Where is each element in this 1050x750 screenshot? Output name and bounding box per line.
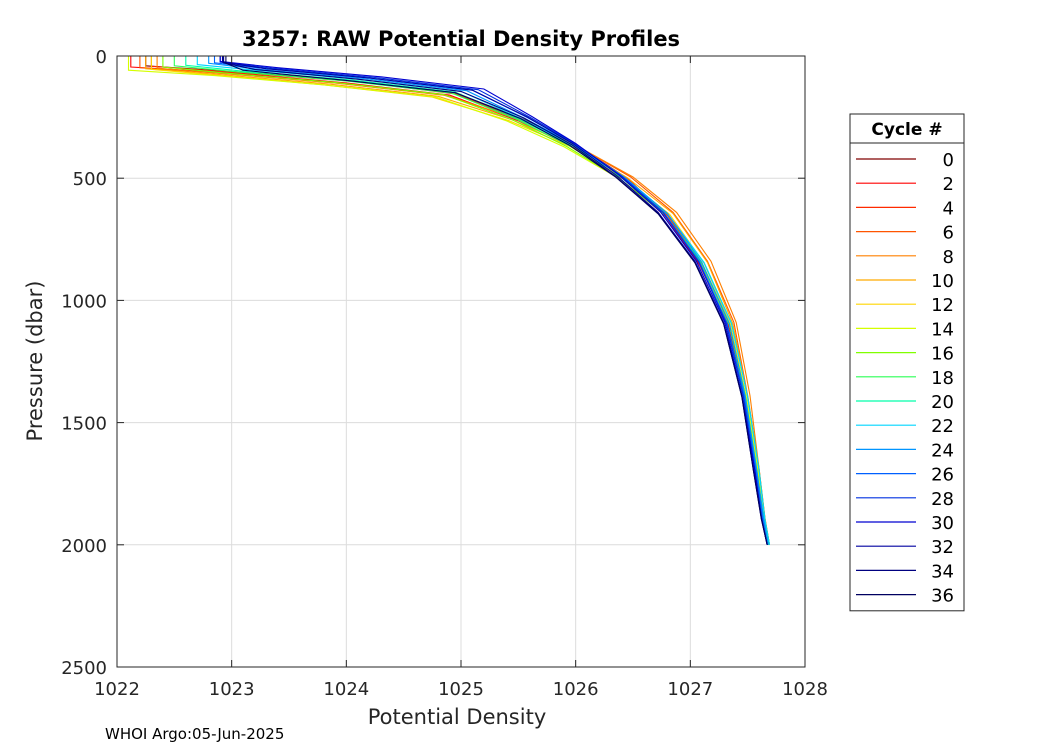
legend-entry-label: 8 (943, 247, 954, 268)
y-tick-label: 1000 (61, 291, 107, 312)
legend-entry-label: 22 (931, 416, 954, 437)
legend-title: Cycle # (871, 120, 942, 140)
y-tick-label: 0 (96, 47, 107, 68)
legend-entry-label: 24 (931, 440, 954, 461)
profile-line-cycle-30 (219, 56, 768, 545)
legend-entry-label: 6 (943, 223, 954, 244)
legend-entry-label: 28 (931, 489, 954, 510)
x-tick-label: 1024 (323, 679, 369, 700)
legend-entry-label: 10 (931, 271, 954, 292)
chart-title: 3257: RAW Potential Density Profiles (242, 27, 680, 51)
legend-box (849, 113, 965, 612)
legend-entry-label: 0 (943, 150, 954, 171)
legend-entry-label: 2 (943, 174, 954, 195)
y-tick-label: 2000 (61, 536, 107, 557)
legend-entry-label: 34 (931, 561, 954, 582)
legend-entry-label: 26 (931, 465, 954, 486)
legend-entry-label: 16 (931, 344, 954, 365)
legend-entry-label: 20 (931, 392, 954, 413)
x-tick-label: 1023 (209, 679, 255, 700)
x-tick-label: 1026 (553, 679, 599, 700)
y-axis-label: Pressure (dbar) (23, 281, 47, 442)
legend-entry-label: 36 (931, 586, 954, 607)
legend-entry-label: 14 (931, 319, 954, 340)
y-tick-label: 1500 (61, 414, 107, 435)
legend-entry-label: 32 (931, 537, 954, 558)
y-tick-label: 500 (73, 169, 107, 190)
x-tick-label: 1022 (94, 679, 140, 700)
legend-entry-label: 18 (931, 368, 954, 389)
x-tick-label: 1028 (782, 679, 828, 700)
profile-line-cycle-8 (156, 56, 771, 545)
footer-credit: WHOI Argo:05-Jun-2025 (105, 725, 285, 743)
legend-entry-label: 4 (943, 198, 954, 219)
legend-entry-label: 12 (931, 295, 954, 316)
y-tick-label: 2500 (61, 658, 107, 679)
legend-entry-label: 30 (931, 513, 954, 534)
profile-line-cycle-36 (225, 56, 768, 545)
x-tick-label: 1027 (667, 679, 713, 700)
x-tick-label: 1025 (438, 679, 484, 700)
x-axis-label: Potential Density (368, 705, 547, 729)
profile-line-cycle-24 (208, 56, 769, 545)
